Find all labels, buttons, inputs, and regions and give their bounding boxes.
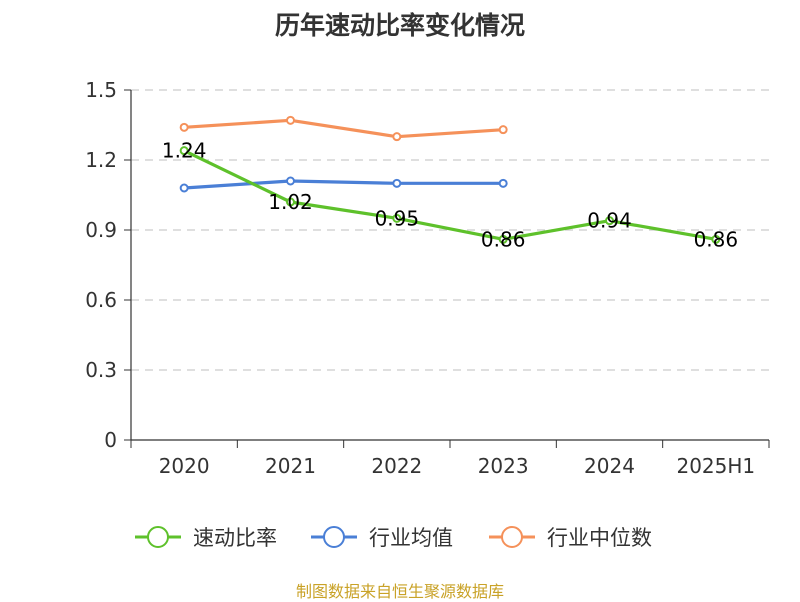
series-lines <box>179 115 721 244</box>
y-tick-label: 1.5 <box>85 78 117 102</box>
legend-item[interactable]: 行业均值 <box>311 526 453 550</box>
x-tick-label: 2024 <box>584 454 635 478</box>
data-point[interactable] <box>392 132 402 142</box>
data-point[interactable] <box>605 216 614 226</box>
data-label: 0.95 <box>375 206 420 230</box>
data-point[interactable] <box>179 146 189 156</box>
source-note: 制图数据来自恒生聚源数据库 <box>295 582 504 601</box>
data-point[interactable] <box>286 176 295 186</box>
legend-marker <box>501 526 523 548</box>
y-tick-label: 0.3 <box>85 358 117 382</box>
data-label: 1.24 <box>162 139 207 163</box>
series-line <box>184 118 504 139</box>
legend-item[interactable]: 速动比率 <box>135 526 277 550</box>
x-tick-label: 2025H1 <box>676 454 755 478</box>
data-point[interactable] <box>392 178 402 188</box>
series-line <box>183 149 717 241</box>
data-label: 0.86 <box>481 227 526 251</box>
data-labels: 1.24 1.02 0.95 0.86 0.94 0.86 <box>162 139 738 252</box>
legend-label: 速动比率 <box>193 526 277 550</box>
data-point[interactable] <box>392 213 402 223</box>
legend-marker <box>323 526 345 548</box>
legend-label: 行业均值 <box>369 526 453 550</box>
data-point[interactable] <box>498 178 508 188</box>
data-point[interactable] <box>286 197 295 207</box>
x-tick-label: 2022 <box>371 454 422 478</box>
data-point[interactable] <box>498 125 508 135</box>
data-point[interactable] <box>498 234 508 244</box>
y-tick-label: 0.9 <box>85 218 117 242</box>
data-label: 0.86 <box>694 227 739 251</box>
x-tick-label: 2021 <box>265 454 316 478</box>
data-point[interactable] <box>711 234 721 244</box>
data-label: 1.02 <box>268 190 313 214</box>
y-tick-label: 0.6 <box>85 288 117 312</box>
x-tick-label: 2020 <box>159 454 210 478</box>
data-point[interactable] <box>179 122 189 132</box>
y-tick-label: 1.2 <box>85 148 117 172</box>
x-tick-label: 2023 <box>478 454 529 478</box>
chart-title: 历年速动比率变化情况 <box>274 11 525 40</box>
series-line <box>184 179 504 190</box>
axes: 0 0.3 0.6 0.9 1.2 1.5 2020 2021 2022 2023 2024 2025… <box>85 78 770 478</box>
data-point[interactable] <box>286 115 295 125</box>
legend-item[interactable]: 行业中位数 <box>489 526 652 550</box>
y-tick-label: 0 <box>104 428 117 452</box>
legend[interactable]: 速动比率 行业均值 行业中位数 <box>135 526 652 550</box>
data-label: 0.94 <box>587 209 632 233</box>
data-point[interactable] <box>179 183 189 193</box>
legend-marker <box>147 526 169 548</box>
legend-label: 行业中位数 <box>547 526 652 550</box>
